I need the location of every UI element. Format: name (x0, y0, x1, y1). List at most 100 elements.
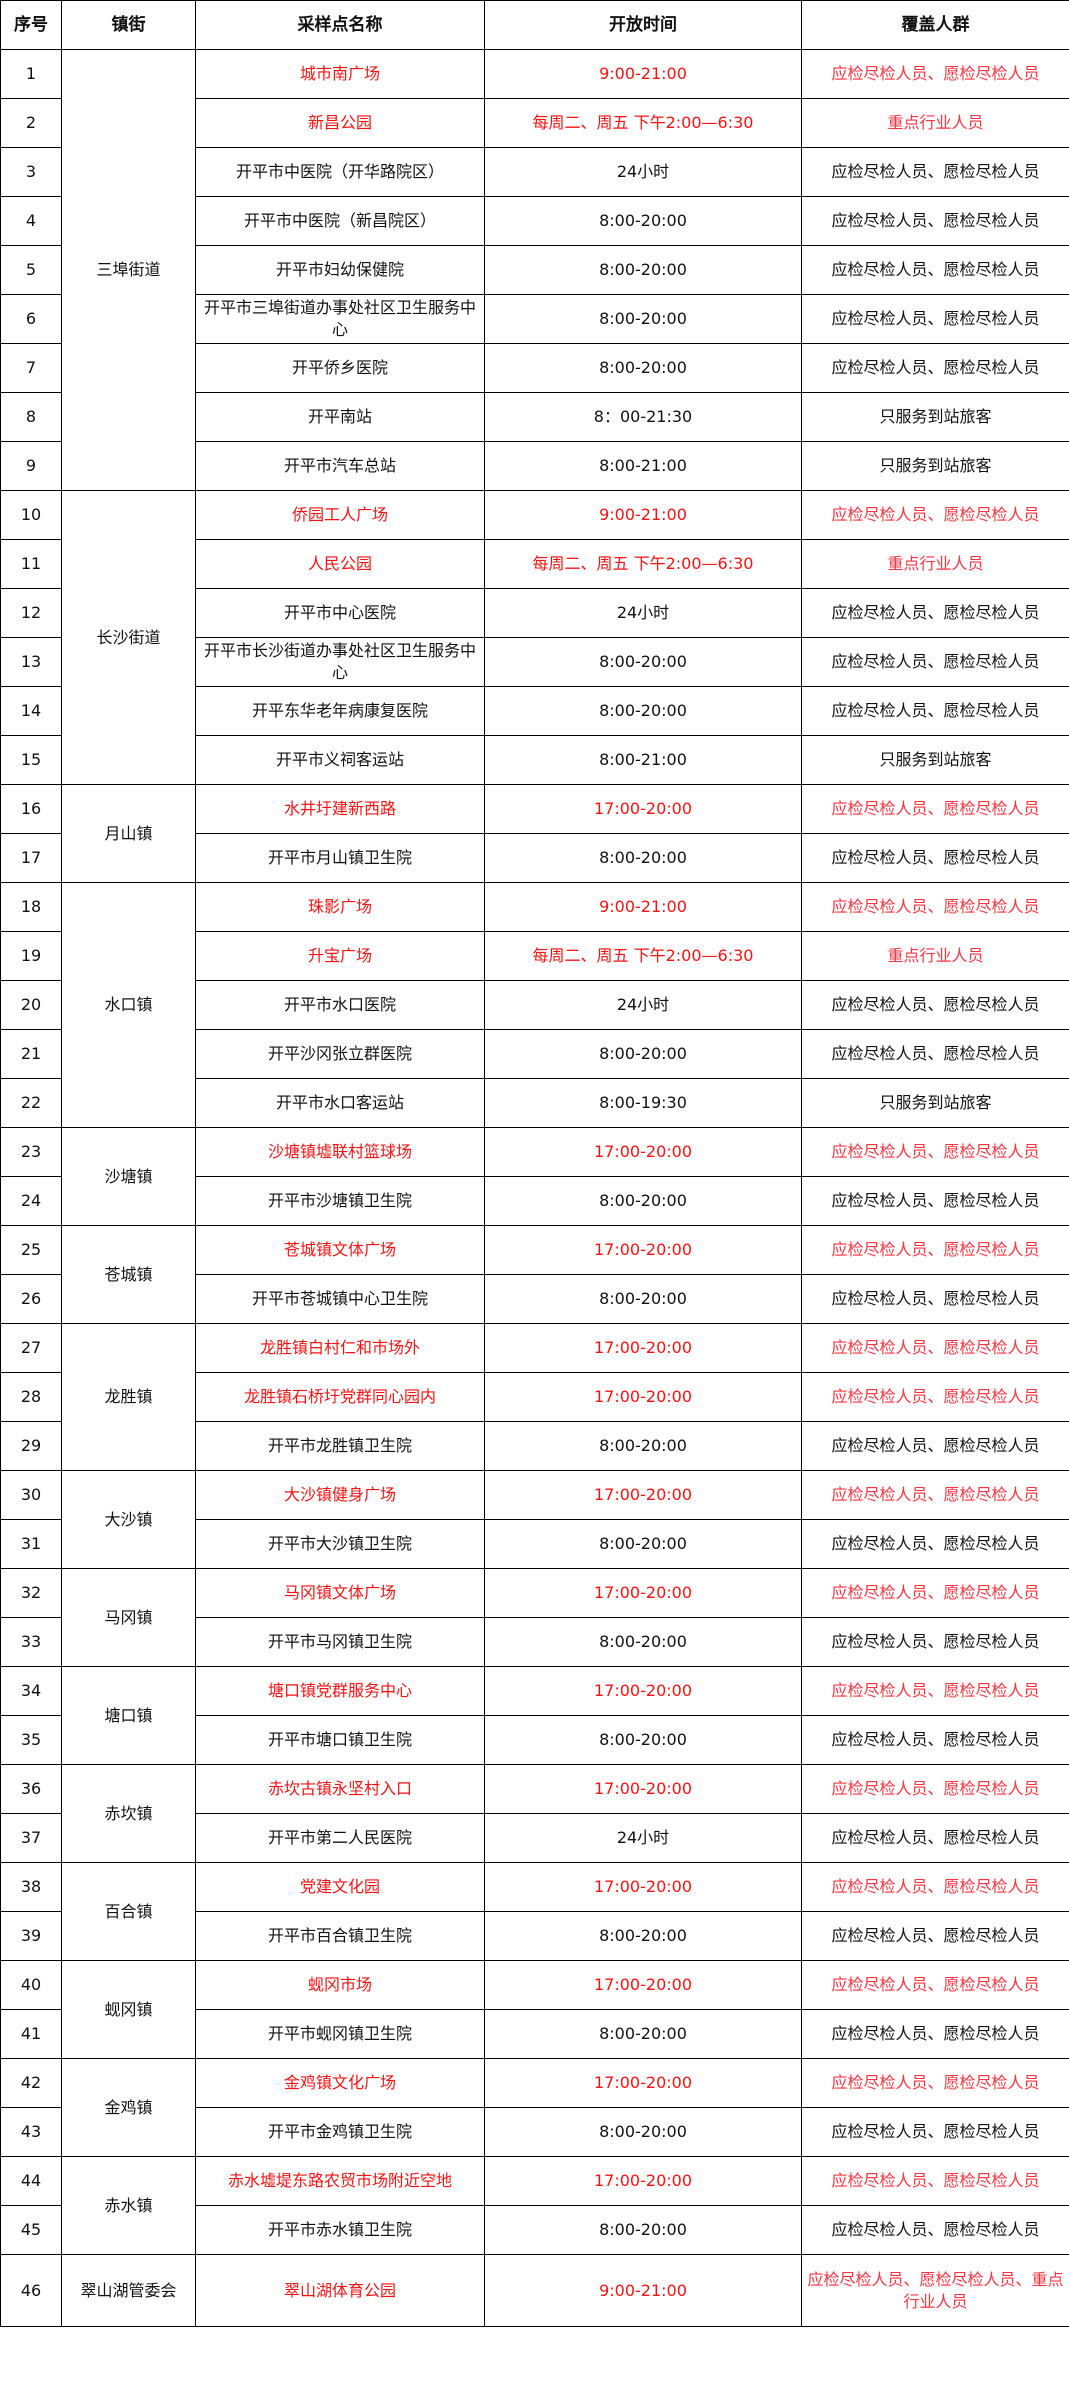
table-row: 41 开平市蚬冈镇卫生院 8:00-20:00 应检尽检人员、愿检尽检人员 (0, 2009, 1069, 2059)
site-name: 升宝广场 (195, 931, 485, 981)
open-hours: 8:00-19:30 (484, 1078, 802, 1128)
district-cell: 月山镇 (61, 784, 196, 883)
site-name: 开平市塘口镇卫生院 (195, 1715, 485, 1765)
covered-population: 应检尽检人员、愿检尽检人员 (801, 1911, 1069, 1961)
covered-population: 重点行业人员 (801, 931, 1069, 981)
row-number: 27 (0, 1323, 62, 1373)
covered-population: 重点行业人员 (801, 539, 1069, 589)
site-name: 开平市汽车总站 (195, 441, 485, 491)
row-number: 24 (0, 1176, 62, 1226)
open-hours: 17:00-20:00 (484, 1470, 802, 1520)
covered-population: 应检尽检人员、愿检尽检人员 (801, 490, 1069, 540)
open-hours: 8:00-20:00 (484, 833, 802, 883)
district-cell: 翠山湖管委会 (61, 2254, 196, 2327)
open-hours: 17:00-20:00 (484, 1862, 802, 1912)
table-row: 8 开平南站 8：00-21:30 只服务到站旅客 (0, 392, 1069, 442)
covered-population: 应检尽检人员、愿检尽检人员 (801, 49, 1069, 99)
table-row: 40 蚬冈镇 蚬冈市场 17:00-20:00 应检尽检人员、愿检尽检人员 (0, 1960, 1069, 2059)
open-hours: 17:00-20:00 (484, 1225, 802, 1275)
table-row: 13 开平市长沙街道办事处社区卫生服务中心 8:00-20:00 应检尽检人员、愿检尽… (0, 637, 1069, 687)
open-hours: 8:00-20:00 (484, 1519, 802, 1569)
open-hours: 17:00-20:00 (484, 1127, 802, 1177)
row-number: 34 (0, 1666, 62, 1716)
site-name: 开平东华老年病康复医院 (195, 686, 485, 736)
site-name: 大沙镇健身广场 (195, 1470, 485, 1520)
table-row: 14 开平东华老年病康复医院 8:00-20:00 应检尽检人员、愿检尽检人员 (0, 686, 1069, 736)
covered-population: 应检尽检人员、愿检尽检人员 (801, 1813, 1069, 1863)
covered-population: 应检尽检人员、愿检尽检人员 (801, 1470, 1069, 1520)
covered-population: 只服务到站旅客 (801, 735, 1069, 785)
site-name: 开平市苍城镇中心卫生院 (195, 1274, 485, 1324)
covered-population: 只服务到站旅客 (801, 441, 1069, 491)
covered-population: 应检尽检人员、愿检尽检人员 (801, 1421, 1069, 1471)
row-number: 37 (0, 1813, 62, 1863)
row-number: 3 (0, 147, 62, 197)
table-row: 38 百合镇 党建文化园 17:00-20:00 应检尽检人员、愿检尽检人员 (0, 1862, 1069, 1961)
district-cell: 蚬冈镇 (61, 1960, 196, 2059)
site-name: 翠山湖体育公园 (195, 2254, 485, 2327)
row-number: 45 (0, 2205, 62, 2255)
open-hours: 24小时 (484, 980, 802, 1030)
header-population: 覆盖人群 (801, 0, 1069, 50)
open-hours: 8:00-20:00 (484, 294, 802, 344)
row-number: 18 (0, 882, 62, 932)
site-name: 开平市中心医院 (195, 588, 485, 638)
table-row: 42 金鸡镇 金鸡镇文化广场 17:00-20:00 应检尽检人员、愿检尽检人员 (0, 2058, 1069, 2157)
table-row: 34 塘口镇 塘口镇党群服务中心 17:00-20:00 应检尽检人员、愿检尽检人员 (0, 1666, 1069, 1765)
table-row: 10 长沙街道 侨园工人广场 9:00-21:00 应检尽检人员、愿检尽检人员 (0, 490, 1069, 785)
table-row: 5 开平市妇幼保健院 8:00-20:00 应检尽检人员、愿检尽检人员 (0, 245, 1069, 295)
row-number: 2 (0, 98, 62, 148)
header-district: 镇街 (61, 0, 196, 50)
open-hours: 17:00-20:00 (484, 1666, 802, 1716)
open-hours: 8:00-20:00 (484, 1421, 802, 1471)
covered-population: 应检尽检人员、愿检尽检人员 (801, 882, 1069, 932)
open-hours: 8:00-20:00 (484, 637, 802, 687)
open-hours: 17:00-20:00 (484, 2058, 802, 2108)
site-name: 蚬冈市场 (195, 1960, 485, 2010)
covered-population: 应检尽检人员、愿检尽检人员 (801, 637, 1069, 687)
row-number: 35 (0, 1715, 62, 1765)
open-hours: 17:00-20:00 (484, 2156, 802, 2206)
open-hours: 17:00-20:00 (484, 1372, 802, 1422)
header-row: 序号 镇街 采样点名称 开放时间 覆盖人群 (0, 0, 1069, 50)
row-number: 11 (0, 539, 62, 589)
district-cell: 塘口镇 (61, 1666, 196, 1765)
table-row: 37 开平市第二人民医院 24小时 应检尽检人员、愿检尽检人员 (0, 1813, 1069, 1863)
row-number: 41 (0, 2009, 62, 2059)
open-hours: 24小时 (484, 588, 802, 638)
row-number: 5 (0, 245, 62, 295)
covered-population: 应检尽检人员、愿检尽检人员 (801, 1127, 1069, 1177)
site-name: 沙塘镇墟联村篮球场 (195, 1127, 485, 1177)
covered-population: 应检尽检人员、愿检尽检人员 (801, 2058, 1069, 2108)
row-number: 38 (0, 1862, 62, 1912)
open-hours: 8：00-21:30 (484, 392, 802, 442)
row-number: 36 (0, 1764, 62, 1814)
table-row: 6 开平市三埠街道办事处社区卫生服务中心 8:00-20:00 应检尽检人员、愿检尽检… (0, 294, 1069, 344)
header-hours: 开放时间 (484, 0, 802, 50)
covered-population: 只服务到站旅客 (801, 1078, 1069, 1128)
covered-population: 应检尽检人员、愿检尽检人员 (801, 2009, 1069, 2059)
open-hours: 17:00-20:00 (484, 1764, 802, 1814)
site-name: 开平侨乡医院 (195, 343, 485, 393)
covered-population: 应检尽检人员、愿检尽检人员 (801, 1862, 1069, 1912)
row-number: 4 (0, 196, 62, 246)
site-name: 开平市三埠街道办事处社区卫生服务中心 (195, 294, 485, 344)
row-number: 19 (0, 931, 62, 981)
table-row: 30 大沙镇 大沙镇健身广场 17:00-20:00 应检尽检人员、愿检尽检人员 (0, 1470, 1069, 1569)
covered-population: 应检尽检人员、愿检尽检人员 (801, 2107, 1069, 2157)
header-no: 序号 (0, 0, 62, 50)
row-number: 1 (0, 49, 62, 99)
site-name: 开平市金鸡镇卫生院 (195, 2107, 485, 2157)
row-number: 8 (0, 392, 62, 442)
open-hours: 8:00-20:00 (484, 1274, 802, 1324)
covered-population: 应检尽检人员、愿检尽检人员 (801, 1960, 1069, 2010)
site-name: 开平市马冈镇卫生院 (195, 1617, 485, 1667)
table-row: 28 龙胜镇石桥圩党群同心园内 17:00-20:00 应检尽检人员、愿检尽检人员 (0, 1372, 1069, 1422)
table-row: 22 开平市水口客运站 8:00-19:30 只服务到站旅客 (0, 1078, 1069, 1128)
covered-population: 只服务到站旅客 (801, 392, 1069, 442)
table-row: 33 开平市马冈镇卫生院 8:00-20:00 应检尽检人员、愿检尽检人员 (0, 1617, 1069, 1667)
table-row: 11 人民公园 每周二、周五 下午2:00—6:30 重点行业人员 (0, 539, 1069, 589)
district-cell: 马冈镇 (61, 1568, 196, 1667)
open-hours: 17:00-20:00 (484, 1960, 802, 2010)
site-name: 赤坎古镇永坚村入口 (195, 1764, 485, 1814)
